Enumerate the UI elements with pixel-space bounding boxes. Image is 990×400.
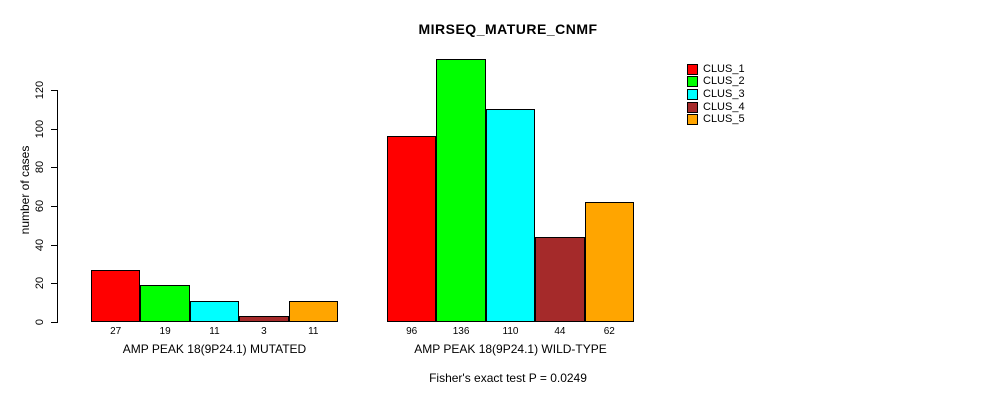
y-tick-label: 40 xyxy=(34,238,46,251)
bar-clus_3-group1 xyxy=(189,300,240,322)
y-tick-label: 120 xyxy=(34,80,46,100)
bar-value-label: 11 xyxy=(209,326,220,337)
annotation-text: Fisher's exact test P = 0.0249 xyxy=(429,371,587,385)
bar-clus_2-group1 xyxy=(140,285,190,322)
y-tick-mark xyxy=(51,167,57,169)
bar-value-label: 110 xyxy=(502,326,519,337)
legend-row: CLUS_4 xyxy=(687,101,745,114)
bar-clus_5-group2 xyxy=(584,202,634,322)
legend-row: CLUS_1 xyxy=(687,63,745,76)
bar-clus_1-group2 xyxy=(387,136,437,322)
y-tick-mark xyxy=(51,206,57,207)
legend-swatch-icon xyxy=(687,63,698,75)
bar-value-label: 3 xyxy=(261,326,267,337)
bar-clus_3-group2 xyxy=(485,109,536,322)
legend-swatch-icon xyxy=(687,114,698,126)
bar-clus_4-group2 xyxy=(535,236,585,322)
bar-clus_1-group1 xyxy=(91,269,141,322)
legend-swatch-icon xyxy=(687,76,698,88)
y-tick-mark xyxy=(51,128,57,130)
legend: CLUS_1 CLUS_2 CLUS_3 CLUS_4 CLUS_5 xyxy=(687,63,745,126)
group-label: AMP PEAK 18(9P24.1) MUTATED xyxy=(122,342,307,356)
y-tick-label: 20 xyxy=(34,277,46,290)
legend-label: CLUS_1 xyxy=(703,62,745,75)
bar-value-label: 62 xyxy=(603,326,615,337)
legend-row: CLUS_3 xyxy=(687,88,745,101)
legend-row: CLUS_2 xyxy=(687,76,745,89)
group-label: AMP PEAK 18(9P24.1) WILD-TYPE xyxy=(414,342,607,356)
y-axis-label: number of cases xyxy=(18,145,32,235)
bar-value-label: 44 xyxy=(554,326,566,337)
y-tick-label: 100 xyxy=(34,119,46,138)
legend-label: CLUS_2 xyxy=(703,75,745,88)
chart-title: MIRSEQ_MATURE_CNMF xyxy=(418,21,598,37)
legend-label: CLUS_3 xyxy=(703,88,745,101)
bar-value-label: 19 xyxy=(159,326,171,337)
y-tick-mark xyxy=(51,322,57,323)
y-axis-line xyxy=(57,90,58,323)
bar-value-label: 11 xyxy=(308,326,319,337)
legend-row: CLUS_5 xyxy=(687,114,745,127)
y-tick-label: 0 xyxy=(34,318,46,326)
y-tick-label: 80 xyxy=(34,161,46,174)
y-tick-mark xyxy=(51,244,57,246)
bar-clus_2-group2 xyxy=(436,59,486,322)
bar-value-label: 27 xyxy=(110,326,122,337)
legend-label: CLUS_5 xyxy=(703,113,745,126)
bar-value-label: 136 xyxy=(452,326,470,337)
bar-clus_4-group1 xyxy=(239,316,289,322)
y-tick-mark xyxy=(51,90,57,91)
legend-label: CLUS_4 xyxy=(703,100,745,113)
y-tick-label: 60 xyxy=(34,199,46,213)
bar-clus_5-group1 xyxy=(288,300,338,322)
legend-swatch-icon xyxy=(687,101,698,113)
y-tick-mark xyxy=(51,283,57,285)
bar-value-label: 96 xyxy=(406,326,418,337)
legend-swatch-icon xyxy=(687,89,698,101)
